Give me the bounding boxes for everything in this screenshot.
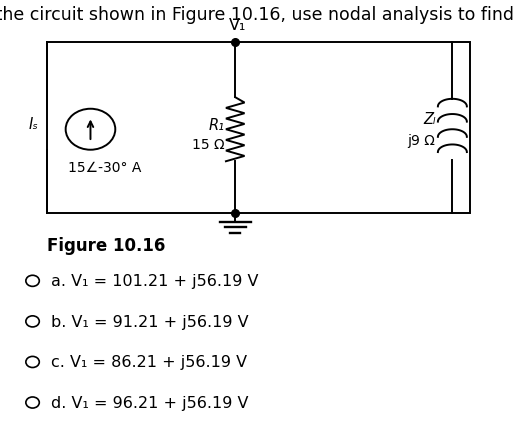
Text: Figure 10.16: Figure 10.16 (47, 236, 165, 254)
Text: Zₗ: Zₗ (423, 112, 435, 127)
Text: c. V₁ = 86.21 + j56.19 V: c. V₁ = 86.21 + j56.19 V (51, 354, 247, 370)
Text: R₁: R₁ (208, 118, 224, 133)
Text: V₁: V₁ (229, 18, 247, 33)
Text: a. V₁ = 101.21 + j56.19 V: a. V₁ = 101.21 + j56.19 V (51, 273, 258, 289)
Text: 15 Ω: 15 Ω (192, 138, 224, 152)
Text: 15∠-30° A: 15∠-30° A (68, 161, 142, 175)
Text: Iₛ: Iₛ (29, 116, 39, 131)
Text: j9 Ω: j9 Ω (407, 134, 435, 147)
Bar (47, 43, 470, 213)
Text: d. V₁ = 96.21 + j56.19 V: d. V₁ = 96.21 + j56.19 V (51, 395, 248, 410)
Text: In the circuit shown in Figure 10.16, use nodal analysis to find V₁.: In the circuit shown in Figure 10.16, us… (0, 6, 517, 24)
Text: b. V₁ = 91.21 + j56.19 V: b. V₁ = 91.21 + j56.19 V (51, 314, 248, 329)
